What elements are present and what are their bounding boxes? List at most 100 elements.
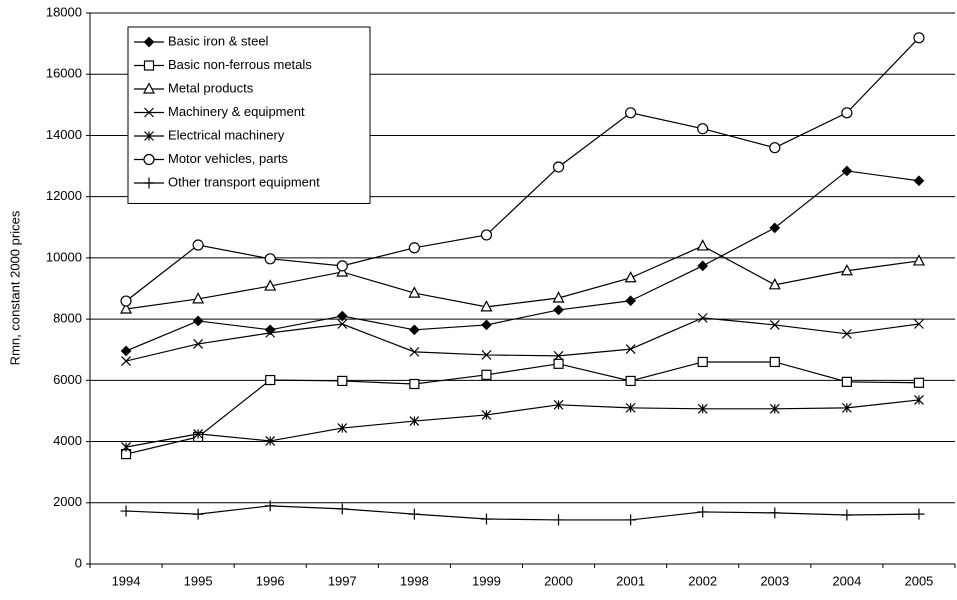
data-point — [336, 310, 348, 322]
data-point — [192, 292, 205, 304]
data-point — [193, 428, 204, 439]
data-point — [265, 327, 276, 338]
data-point — [913, 377, 925, 388]
y-tick-label: 2000 — [53, 494, 82, 509]
x-tick-label: 1996 — [256, 573, 285, 588]
y-tick-label: 4000 — [53, 433, 82, 448]
x-tick-label: 2002 — [688, 573, 717, 588]
data-point — [481, 409, 492, 420]
data-point — [697, 123, 709, 135]
legend-marker — [143, 60, 155, 71]
data-point — [408, 242, 420, 254]
data-point — [769, 142, 781, 154]
y-tick-label: 16000 — [46, 66, 82, 81]
data-point — [480, 513, 492, 525]
data-point — [480, 300, 493, 312]
data-point — [265, 374, 276, 386]
x-tick-label: 2000 — [544, 573, 573, 588]
legend-marker — [144, 107, 154, 118]
series-line — [125, 317, 920, 362]
data-point — [337, 319, 348, 329]
y-tick-label: 18000 — [46, 4, 82, 19]
data-point — [264, 500, 276, 512]
data-point — [625, 514, 637, 526]
data-point — [841, 402, 852, 413]
data-point — [336, 260, 348, 272]
data-point — [481, 319, 492, 331]
data-point — [553, 358, 564, 369]
data-point — [625, 107, 637, 119]
data-point — [697, 356, 708, 368]
legend-label: Basic non-ferrous metals — [168, 57, 312, 72]
x-tick-label: 2001 — [616, 573, 645, 588]
legend-label: Metal products — [168, 80, 254, 95]
series-line — [125, 245, 920, 310]
data-point — [265, 436, 276, 446]
y-tick-label: 14000 — [46, 127, 82, 142]
y-tick-label: 12000 — [46, 188, 82, 203]
data-point — [696, 239, 709, 251]
series-line — [125, 399, 920, 448]
data-point — [840, 263, 853, 276]
data-point — [914, 394, 924, 405]
data-point — [841, 328, 852, 339]
series-line — [125, 170, 920, 352]
data-point — [841, 376, 852, 387]
data-point — [697, 506, 709, 518]
legend-marker — [143, 82, 155, 94]
legend-label: Basic iron & steel — [168, 33, 269, 48]
data-point — [768, 278, 781, 290]
data-point — [409, 416, 420, 426]
data-point — [769, 222, 781, 234]
data-point — [192, 239, 204, 251]
data-point — [769, 507, 781, 519]
legend-marker — [143, 36, 155, 48]
legend-label: Other transport equipment — [168, 174, 320, 189]
data-point — [697, 260, 709, 272]
data-point — [553, 304, 564, 316]
legend-marker — [144, 131, 154, 141]
legend-label: Electrical machinery — [168, 127, 285, 142]
data-point — [120, 295, 132, 307]
data-point — [625, 402, 636, 413]
data-point — [625, 344, 636, 355]
data-point — [841, 165, 853, 177]
data-point — [336, 503, 348, 515]
data-point — [912, 254, 925, 266]
y-tick-label: 10000 — [46, 249, 82, 264]
data-point — [553, 350, 564, 361]
data-point — [120, 302, 133, 314]
legend-label: Motor vehicles, parts — [168, 151, 288, 166]
y-tick-label: 8000 — [53, 311, 82, 326]
data-point — [841, 509, 853, 521]
data-point — [120, 505, 132, 517]
x-tick-label: 1999 — [472, 573, 501, 588]
data-point — [624, 270, 637, 283]
data-point — [913, 175, 925, 187]
series-line — [125, 361, 919, 455]
data-point — [409, 346, 420, 357]
data-point — [480, 229, 493, 241]
data-point — [841, 107, 853, 119]
data-point — [264, 279, 277, 291]
data-point — [192, 508, 204, 520]
data-point — [264, 253, 276, 265]
x-tick-label: 2003 — [760, 573, 789, 588]
series-line — [126, 505, 919, 521]
legend-label: Machinery & equipment — [168, 104, 305, 119]
data-point — [769, 403, 780, 414]
data-point — [914, 319, 924, 329]
data-point — [552, 291, 565, 303]
data-point — [552, 161, 565, 173]
data-point — [121, 442, 131, 452]
data-point — [193, 338, 204, 349]
x-tick-label: 1994 — [112, 573, 141, 588]
data-point — [120, 345, 132, 357]
data-point — [769, 320, 780, 330]
legend-box — [127, 26, 371, 204]
data-point — [553, 399, 564, 410]
y-tick-label: 0 — [75, 555, 82, 570]
data-point — [913, 508, 925, 520]
